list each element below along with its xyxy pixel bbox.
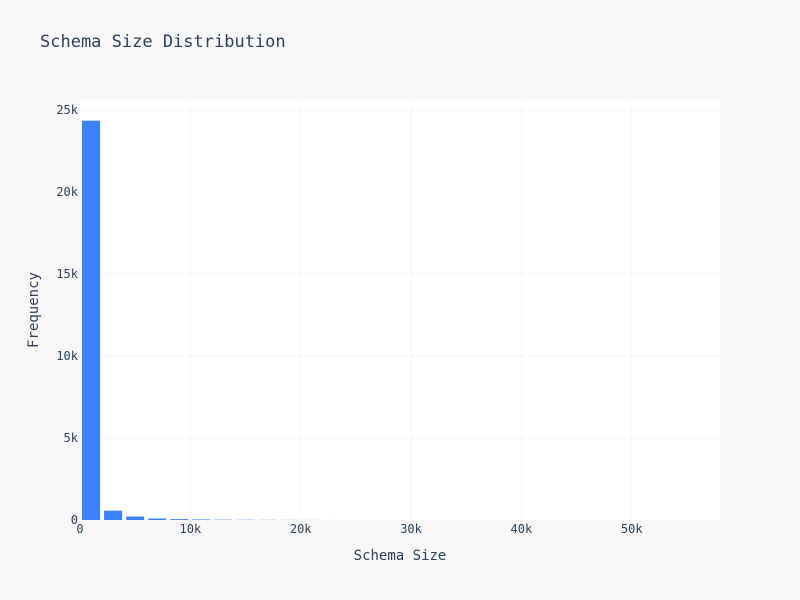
- histogram-bar: [104, 510, 123, 520]
- x-tick-label: 0: [76, 522, 83, 536]
- grid-lines: [80, 100, 720, 520]
- histogram-bar: [170, 519, 189, 520]
- y-axis-ticks: 0 5k 10k 15k 20k 25k: [56, 103, 78, 527]
- bars: [82, 120, 718, 520]
- histogram-bar: [148, 518, 167, 520]
- chart-title: Schema Size Distribution: [40, 32, 286, 52]
- histogram-bar: [192, 519, 211, 520]
- y-tick-label: 25k: [56, 103, 78, 117]
- histogram-bar: [82, 120, 101, 520]
- x-tick-label: 10k: [180, 522, 202, 536]
- x-tick-label: 40k: [511, 522, 533, 536]
- y-tick-label: 0: [71, 513, 78, 527]
- y-tick-label: 10k: [56, 349, 78, 363]
- x-axis-ticks: 0 10k 20k 30k 40k 50k: [76, 522, 643, 536]
- x-tick-label: 50k: [621, 522, 643, 536]
- y-axis-label: Frequency: [26, 272, 42, 348]
- x-tick-label: 20k: [290, 522, 312, 536]
- x-axis-label: Schema Size: [354, 548, 447, 564]
- y-tick-label: 15k: [56, 267, 78, 281]
- histogram-bar: [126, 516, 145, 520]
- plot-area: [80, 100, 720, 520]
- y-tick-label: 5k: [64, 431, 79, 445]
- y-tick-label: 20k: [56, 185, 78, 199]
- x-tick-label: 30k: [400, 522, 422, 536]
